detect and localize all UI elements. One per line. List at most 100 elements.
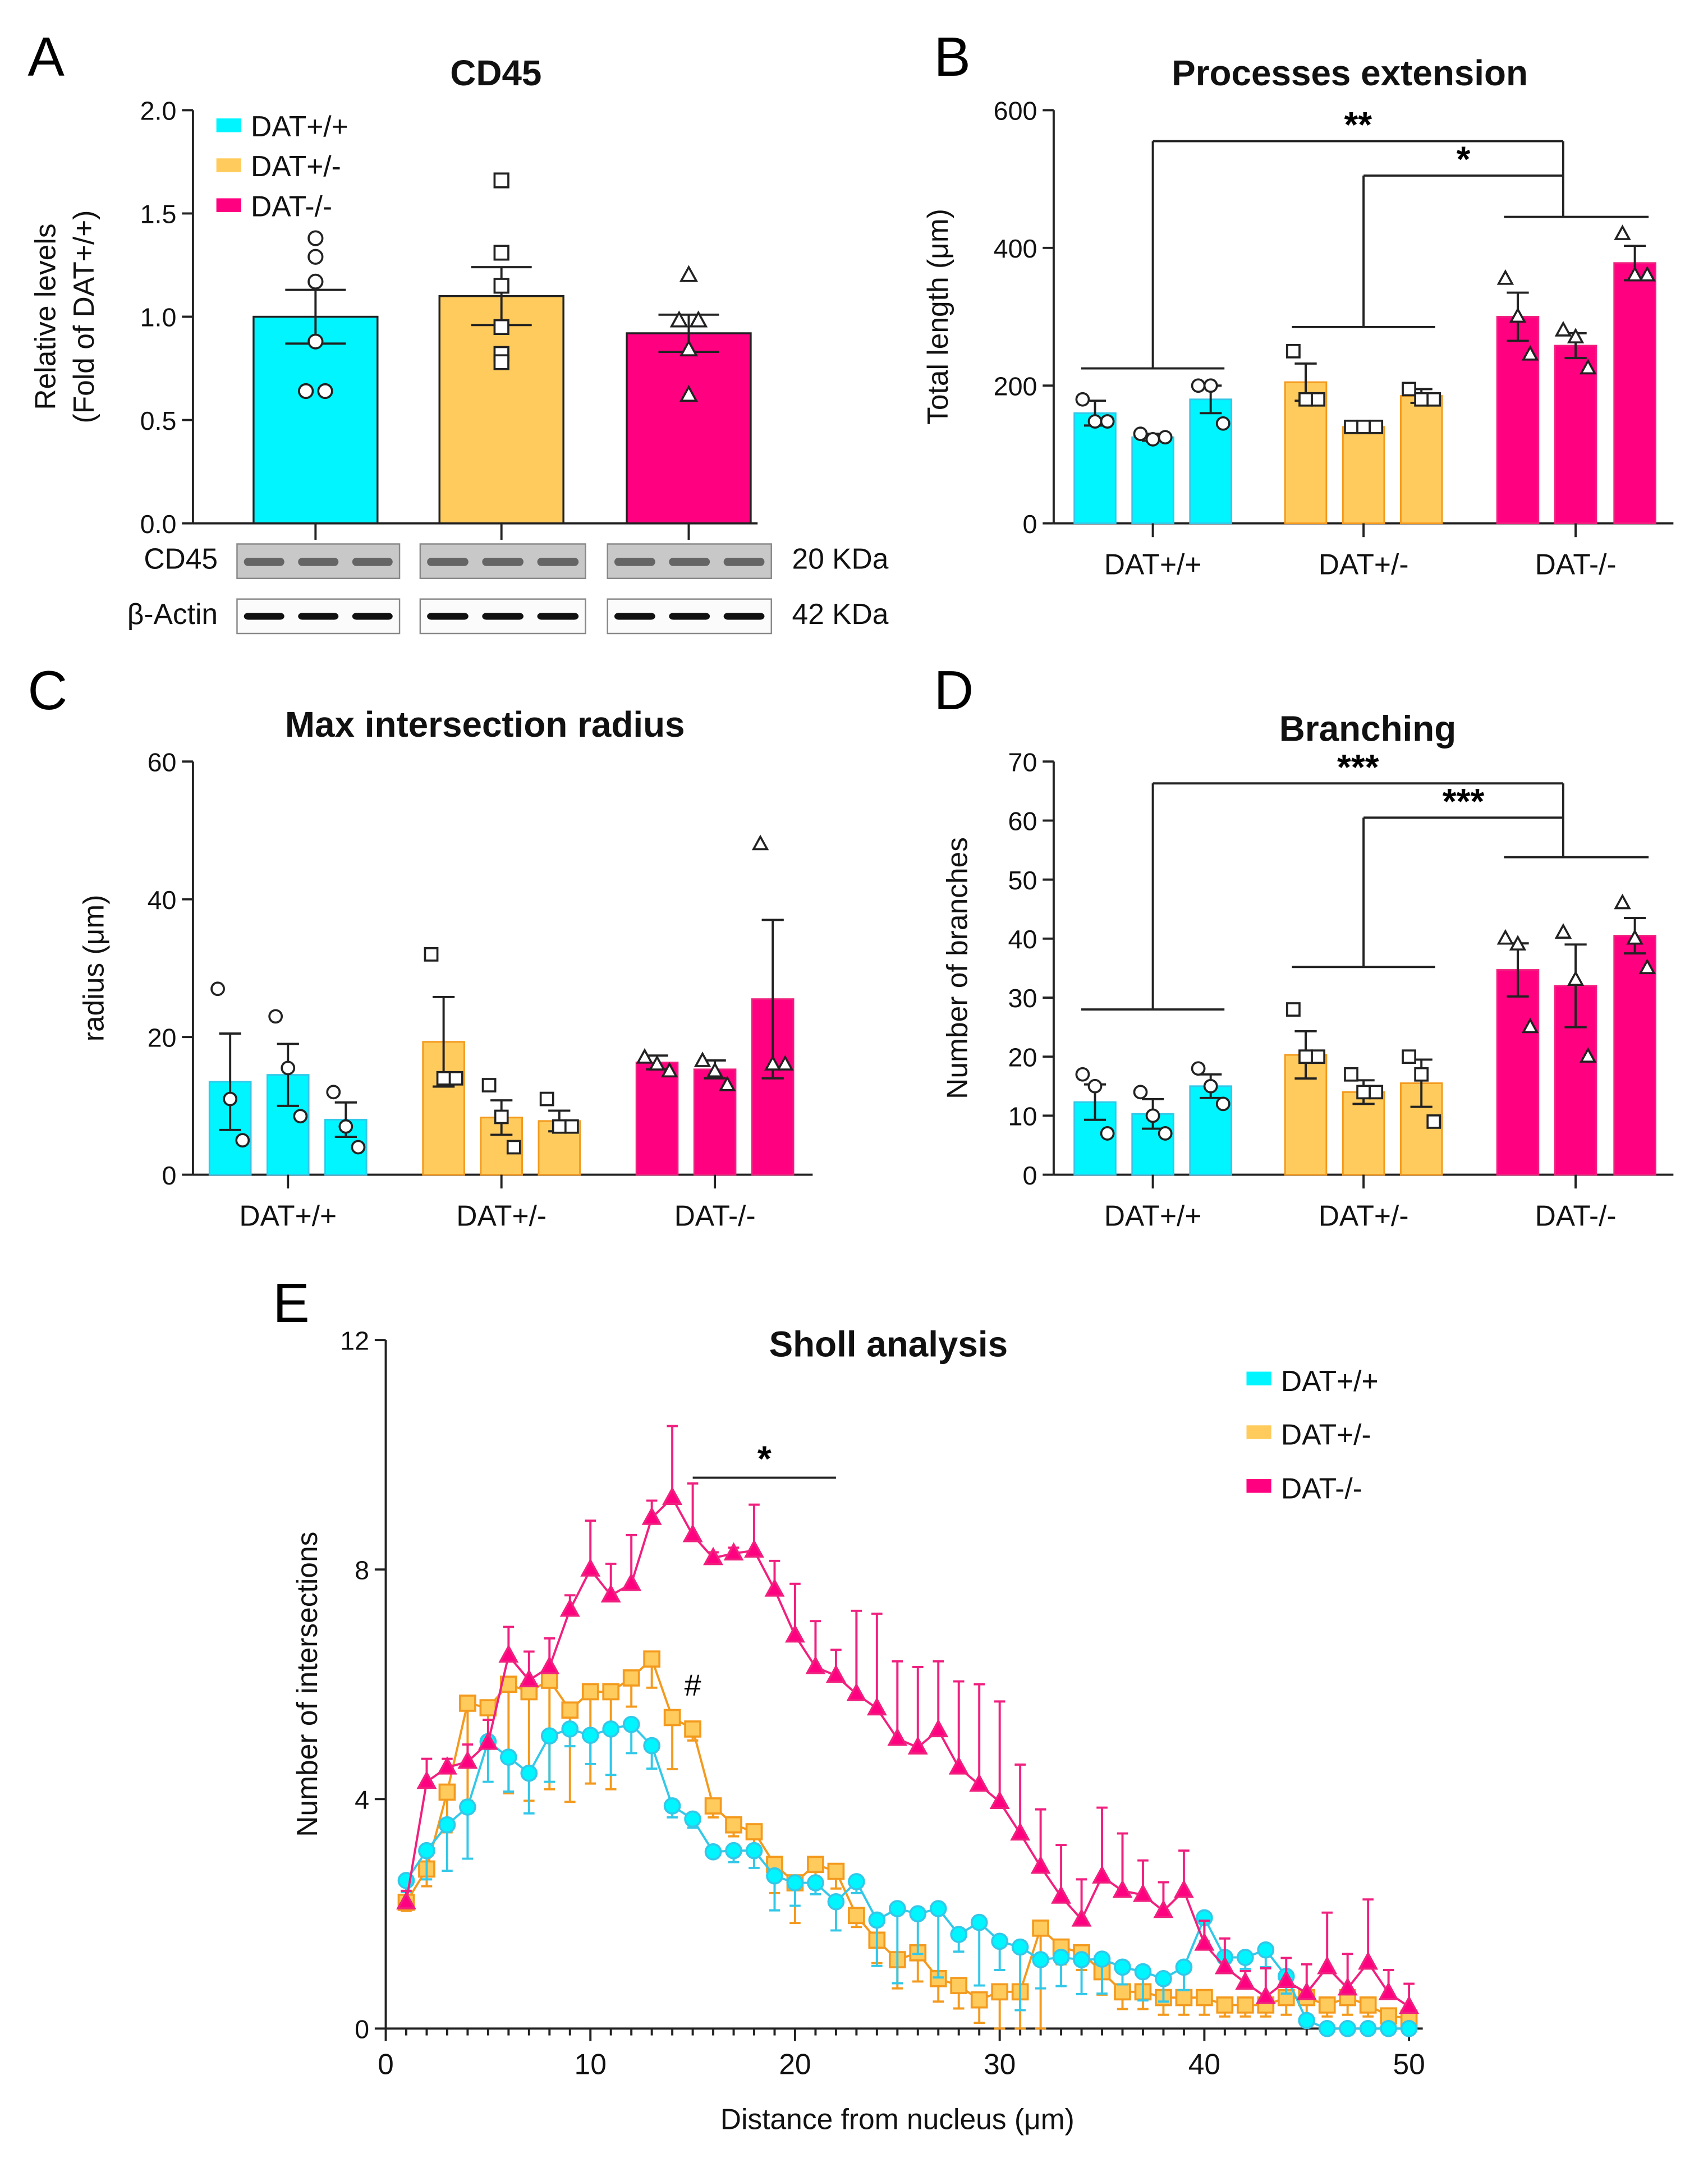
data-point bbox=[1579, 1047, 1597, 1063]
data-point bbox=[745, 1842, 763, 1859]
x-axis-label: Distance from nucleus (μm) bbox=[720, 2102, 1075, 2135]
data-point bbox=[764, 1578, 785, 1597]
data-point bbox=[1318, 2019, 1336, 2037]
data-point bbox=[1100, 1126, 1115, 1141]
data-point bbox=[1214, 1955, 1235, 1975]
data-point bbox=[1318, 1996, 1336, 2014]
blot-band bbox=[614, 613, 655, 620]
data-point bbox=[1317, 1955, 1338, 1975]
data-point bbox=[1114, 1958, 1131, 1976]
blot-band bbox=[427, 613, 469, 620]
data-point bbox=[643, 1737, 660, 1755]
legend-swatch bbox=[1246, 1425, 1271, 1439]
data-point bbox=[1010, 1822, 1031, 1841]
blot-label: CD45 bbox=[144, 543, 218, 575]
bar bbox=[266, 1074, 310, 1176]
data-point bbox=[1369, 1085, 1384, 1100]
data-point bbox=[1286, 1002, 1301, 1017]
blot-band bbox=[352, 613, 393, 620]
data-point bbox=[1521, 345, 1539, 361]
data-point bbox=[888, 1900, 906, 1917]
data-point bbox=[1215, 416, 1231, 431]
y-tick-label: 2.0 bbox=[140, 97, 177, 126]
panel-label-b: B bbox=[934, 26, 970, 88]
data-point bbox=[991, 1983, 1009, 2001]
data-point bbox=[718, 1075, 736, 1091]
data-point bbox=[1235, 1971, 1256, 1990]
data-point bbox=[1255, 1986, 1276, 2004]
blot-band bbox=[723, 558, 765, 566]
bar bbox=[1613, 262, 1656, 525]
data-point bbox=[970, 1913, 988, 1931]
data-point bbox=[991, 1932, 1009, 1950]
y-tick-label: 0 bbox=[1022, 1161, 1037, 1190]
data-point bbox=[825, 1664, 846, 1683]
data-point bbox=[1052, 1949, 1070, 1966]
panel-b-processes: 0 200 400 600 Processes extension Total lengt… bbox=[921, 53, 1674, 580]
data-point bbox=[1614, 893, 1631, 910]
data-point bbox=[1567, 970, 1585, 986]
data-point bbox=[1145, 1108, 1160, 1123]
data-point bbox=[764, 1055, 782, 1071]
data-point bbox=[1509, 935, 1527, 951]
data-point bbox=[418, 1842, 435, 1859]
data-point bbox=[621, 1572, 642, 1591]
data-point bbox=[1011, 1938, 1029, 1956]
data-point bbox=[1175, 1958, 1193, 1976]
data-point bbox=[704, 1797, 722, 1815]
data-point bbox=[1298, 392, 1313, 407]
data-point bbox=[703, 1546, 724, 1565]
data-point bbox=[602, 1683, 620, 1701]
data-point bbox=[948, 1756, 969, 1775]
data-point bbox=[1133, 1883, 1153, 1902]
data-point bbox=[210, 981, 225, 997]
legend-label: DAT-/- bbox=[1281, 1472, 1362, 1504]
legend-swatch bbox=[1246, 1479, 1271, 1493]
data-point bbox=[1175, 1989, 1193, 2007]
bar bbox=[635, 1062, 679, 1176]
data-point bbox=[848, 1873, 865, 1890]
data-point bbox=[437, 1756, 457, 1775]
data-point bbox=[1339, 2019, 1357, 2037]
y-tick-label: 30 bbox=[1008, 984, 1037, 1013]
y-axis-label: Number of branches bbox=[940, 837, 973, 1099]
data-point bbox=[1358, 1951, 1379, 1970]
x-tick-label: 0 bbox=[378, 2047, 394, 2080]
data-point bbox=[648, 1055, 666, 1071]
data-point bbox=[663, 1709, 681, 1727]
y-axis-label: radius (μm) bbox=[77, 895, 109, 1042]
data-point bbox=[1402, 1049, 1416, 1064]
data-point bbox=[1399, 1995, 1420, 2014]
data-point bbox=[1380, 2019, 1397, 2037]
data-point bbox=[498, 1644, 519, 1663]
data-point bbox=[679, 265, 699, 282]
data-point bbox=[1426, 1114, 1441, 1129]
data-point bbox=[929, 1900, 947, 1917]
blot-band bbox=[669, 613, 710, 620]
data-point bbox=[540, 1672, 558, 1689]
data-point bbox=[970, 1991, 988, 2009]
data-point bbox=[1092, 1865, 1112, 1884]
data-point bbox=[1133, 1085, 1148, 1100]
data-point bbox=[786, 1874, 804, 1891]
panel-label-d: D bbox=[934, 659, 974, 721]
data-point bbox=[1191, 378, 1206, 393]
legend-swatch bbox=[216, 198, 241, 212]
legend-swatch bbox=[1246, 1371, 1271, 1386]
data-point bbox=[622, 1715, 640, 1733]
data-point bbox=[660, 1062, 678, 1078]
data-point bbox=[479, 1699, 497, 1716]
data-point bbox=[1032, 1919, 1049, 1937]
data-point bbox=[1236, 1996, 1254, 2014]
data-point bbox=[1298, 1049, 1313, 1064]
y-tick-label: 40 bbox=[1008, 925, 1037, 954]
y-tick-label: 600 bbox=[994, 97, 1037, 126]
data-point bbox=[641, 1507, 662, 1525]
data-point bbox=[777, 1055, 794, 1071]
x-tick-label: DAT+/- bbox=[1319, 1199, 1409, 1232]
legend-swatch bbox=[216, 158, 241, 172]
x-tick-label: 30 bbox=[984, 2047, 1016, 2080]
data-point bbox=[459, 1798, 476, 1816]
data-point bbox=[416, 1770, 437, 1789]
